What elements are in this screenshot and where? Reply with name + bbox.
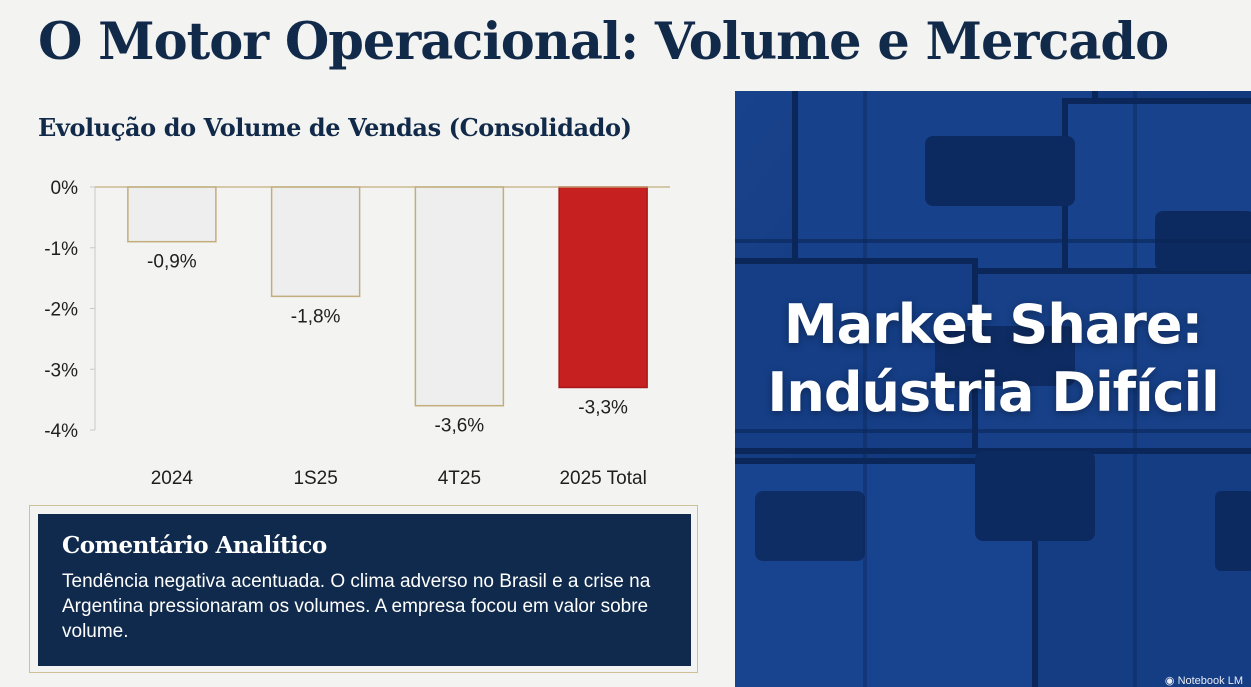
y-tick-label: -3% bbox=[44, 360, 78, 381]
y-tick-label: -1% bbox=[44, 239, 78, 260]
watermark-text: Notebook LM bbox=[1177, 675, 1243, 687]
data-label: -0,9% bbox=[147, 252, 197, 273]
bar bbox=[127, 186, 217, 243]
chart-title: Evolução do Volume de Vendas (Consolidad… bbox=[38, 113, 632, 142]
commentary-box: Comentário Analítico Tendência negativa … bbox=[38, 514, 691, 666]
bar bbox=[558, 186, 648, 389]
data-label: -1,8% bbox=[291, 306, 341, 327]
market-share-line1: Market Share: bbox=[783, 293, 1203, 356]
crates-photo bbox=[735, 91, 1251, 687]
market-share-panel: Market Share: Indústria Difícil ◉ Notebo… bbox=[735, 91, 1251, 687]
category-label: 2024 bbox=[151, 468, 194, 489]
category-label: 1S25 bbox=[293, 468, 337, 489]
y-tick-label: 0% bbox=[51, 178, 79, 199]
y-tick-label: -2% bbox=[44, 300, 78, 321]
market-share-heading: Market Share: Indústria Difícil bbox=[735, 291, 1251, 427]
commentary-frame bbox=[29, 505, 698, 673]
category-label: 4T25 bbox=[438, 468, 481, 489]
y-tick-label: -4% bbox=[44, 421, 78, 442]
bar bbox=[270, 186, 361, 298]
market-share-line2: Indústria Difícil bbox=[767, 361, 1219, 424]
category-label: 2025 Total bbox=[559, 468, 646, 489]
commentary-heading: Comentário Analítico bbox=[62, 532, 327, 559]
slide-title: O Motor Operacional: Volume e Mercado bbox=[38, 12, 1169, 72]
bar bbox=[414, 186, 505, 407]
volume-bar-chart: 0% -1% -2% -3% -4% -0,9% 2024 -1,8% 1S25 -3,6% 4T2… bbox=[44, 178, 670, 489]
data-label: -3,3% bbox=[578, 397, 628, 418]
data-label: -3,6% bbox=[435, 416, 485, 437]
commentary-text: Tendência negativa acentuada. O clima ad… bbox=[62, 571, 651, 642]
notebooklm-watermark: ◉ Notebook LM bbox=[1164, 675, 1243, 687]
